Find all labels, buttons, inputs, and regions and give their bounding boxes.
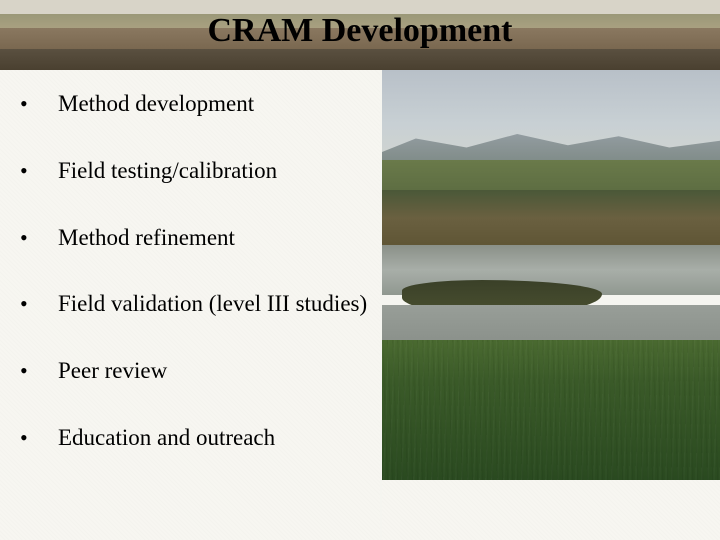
bullet-list: • Method development • Field testing/cal… (20, 90, 370, 453)
list-item: • Peer review (20, 357, 370, 386)
bullet-icon: • (20, 290, 58, 318)
bullet-text: Method refinement (58, 224, 370, 253)
bullet-column: • Method development • Field testing/cal… (0, 70, 380, 540)
bullet-text: Peer review (58, 357, 370, 386)
bullet-icon: • (20, 224, 58, 252)
wetland-photo (382, 70, 720, 480)
bullet-icon: • (20, 90, 58, 118)
bullet-text: Field testing/calibration (58, 157, 370, 186)
list-item: • Field testing/calibration (20, 157, 370, 186)
bullet-text: Method development (58, 90, 370, 119)
list-item: • Method development (20, 90, 370, 119)
bullet-icon: • (20, 424, 58, 452)
bullet-text: Field validation (level III studies) (58, 290, 370, 319)
bullet-text: Education and outreach (58, 424, 370, 453)
slide-title: CRAM Development (0, 12, 720, 50)
list-item: • Education and outreach (20, 424, 370, 453)
list-item: • Field validation (level III studies) (20, 290, 370, 319)
content-area: • Method development • Field testing/cal… (0, 70, 720, 540)
bullet-icon: • (20, 157, 58, 185)
photo-grass-texture (382, 340, 720, 480)
list-item: • Method refinement (20, 224, 370, 253)
header-banner: CRAM Development (0, 0, 720, 70)
bullet-icon: • (20, 357, 58, 385)
below-image-fill (382, 480, 720, 540)
